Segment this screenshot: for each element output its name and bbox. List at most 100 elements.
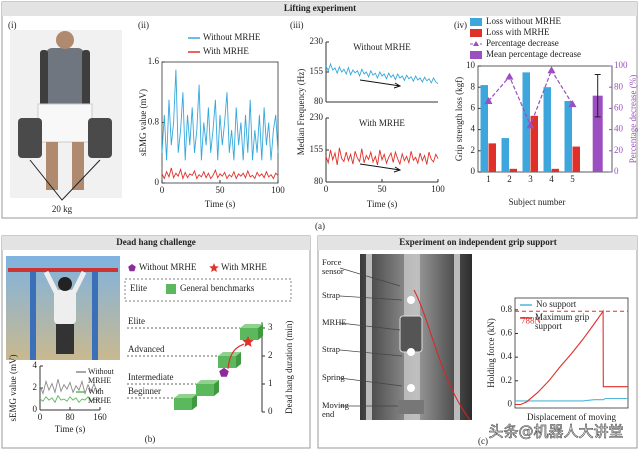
panel-label: (ii) xyxy=(138,20,149,30)
improvement-arrow xyxy=(227,343,245,369)
y2-tick-label: 0 xyxy=(614,166,619,176)
mean-bar xyxy=(592,95,603,172)
level-label: Beginner xyxy=(128,386,161,396)
legend-label-box: Without MRHE xyxy=(88,367,114,385)
legend-label-box: With MRHE xyxy=(88,387,112,405)
y-tick-label: 2 xyxy=(33,382,38,392)
bar xyxy=(522,72,530,172)
y2-tick-label: 40 xyxy=(614,124,624,134)
photo-label-box: MRHE xyxy=(322,318,347,327)
y-tick-label: 8 xyxy=(471,81,476,91)
x-axis-label: Time (s) xyxy=(55,424,85,434)
legend-label: With MRHE xyxy=(221,262,267,272)
x-tick-label: 100 xyxy=(271,185,285,195)
data-line xyxy=(39,394,101,404)
data-line xyxy=(161,167,279,181)
legend-label-box: Maximum grip support xyxy=(535,313,590,331)
legend-label: Maximum grip support xyxy=(535,313,590,331)
legend-swatch xyxy=(209,263,219,272)
photo-label: Force sensor xyxy=(322,258,344,276)
y-tick-label: 80 xyxy=(314,176,324,186)
caption: (c) xyxy=(478,436,488,446)
benchmark-block-side xyxy=(214,380,219,396)
legend-swatch xyxy=(128,264,136,272)
triangle-marker xyxy=(484,96,493,104)
legend-label: No support xyxy=(536,299,577,309)
bar xyxy=(509,168,517,172)
legend-label: Percentage decrease xyxy=(486,38,559,48)
benchmark-block-top xyxy=(174,394,197,398)
data-line xyxy=(161,69,279,161)
legend-label: Without MRHE xyxy=(139,262,197,272)
y-tick-label: 0.2 xyxy=(501,375,512,385)
star-marker xyxy=(242,336,254,347)
subplot-title: Without MRHE xyxy=(353,42,411,52)
photo-label: Strap xyxy=(322,345,340,354)
bar xyxy=(530,115,538,172)
x-axis-label: Subject number xyxy=(509,197,566,207)
legend-label: With MRHE xyxy=(88,387,112,405)
y2-tick-label: 20 xyxy=(614,145,624,155)
bar xyxy=(564,100,572,172)
y-tick-label: 2 xyxy=(268,350,273,360)
panel-title: Lifting experiment xyxy=(284,3,356,13)
y-tick-label: 2 xyxy=(471,145,476,155)
data-line xyxy=(515,397,628,402)
benchmark-block-top xyxy=(240,324,263,328)
y-tick-label: 155 xyxy=(310,144,324,154)
x-tick-label: 160 xyxy=(93,412,107,422)
benchmark-block xyxy=(218,356,236,368)
y2-tick-label: 100 xyxy=(614,60,628,70)
y-axis-label: Dead hang duration (min) xyxy=(284,321,294,414)
y-tick-label: 80 xyxy=(314,96,324,106)
caption: (b) xyxy=(145,434,156,444)
y-tick-label: 4 xyxy=(471,124,476,134)
y-tick-label: 4 xyxy=(33,360,38,370)
y-axis-label: Median Frequency (Hz) xyxy=(296,69,306,155)
legend-swatch xyxy=(470,51,482,59)
benchmark-block-top xyxy=(196,380,219,384)
y2-axis-label: Percentage decrease (%) xyxy=(628,75,638,163)
triangle-marker xyxy=(568,100,577,108)
x-axis-label: Time (s) xyxy=(205,199,235,209)
y-tick-label: 10 xyxy=(466,60,476,70)
y-tick-label: 0 xyxy=(155,177,160,187)
photo-label-box: Force sensor xyxy=(322,258,344,276)
photo-label-box: Moving end xyxy=(322,401,349,419)
dead-hang-photo xyxy=(6,256,120,360)
y-axis-label: Holding force (kN) xyxy=(486,318,496,387)
legend-label: Without MRHE xyxy=(88,367,114,385)
level-label: Intermediate xyxy=(128,372,173,382)
y-tick-label: 0.4 xyxy=(501,351,513,361)
benchmark-block-top xyxy=(218,352,241,356)
benchmark-block xyxy=(196,384,214,396)
y-tick-label: 230 xyxy=(310,112,324,122)
benchmark-block xyxy=(240,328,258,340)
x-tick-label: 50 xyxy=(216,185,226,195)
panel-label: (iv) xyxy=(454,20,467,30)
benchmark-block-side xyxy=(192,394,197,410)
x-tick-label: 0 xyxy=(324,184,329,194)
photo-label: Moving end xyxy=(322,401,349,419)
y-tick-label: 6 xyxy=(471,102,476,112)
legend-swatch xyxy=(470,18,482,26)
data-line xyxy=(39,379,101,396)
panel-label: (iii) xyxy=(290,20,304,30)
y-tick-label: 230 xyxy=(310,36,324,46)
x-tick-label: 0 xyxy=(38,412,43,422)
y-axis-label: Grip strength loss (kgf) xyxy=(454,77,464,161)
x-tick-label: 5 xyxy=(570,174,575,184)
pentagon-marker xyxy=(219,367,229,377)
bar xyxy=(551,168,559,172)
legend-label: Mean percentage decrease xyxy=(486,49,581,59)
y-tick-label: 0 xyxy=(33,404,38,414)
bar xyxy=(572,146,580,172)
triangle-marker xyxy=(505,72,514,80)
panel-header xyxy=(2,2,637,16)
y-tick-label: 3 xyxy=(268,322,273,332)
data-line xyxy=(325,62,439,84)
y-tick-label: 1.6 xyxy=(148,56,160,66)
plot-frame xyxy=(514,297,629,409)
legend-label: Loss with MRHE xyxy=(486,27,550,37)
photo-label: Spring xyxy=(322,373,345,382)
